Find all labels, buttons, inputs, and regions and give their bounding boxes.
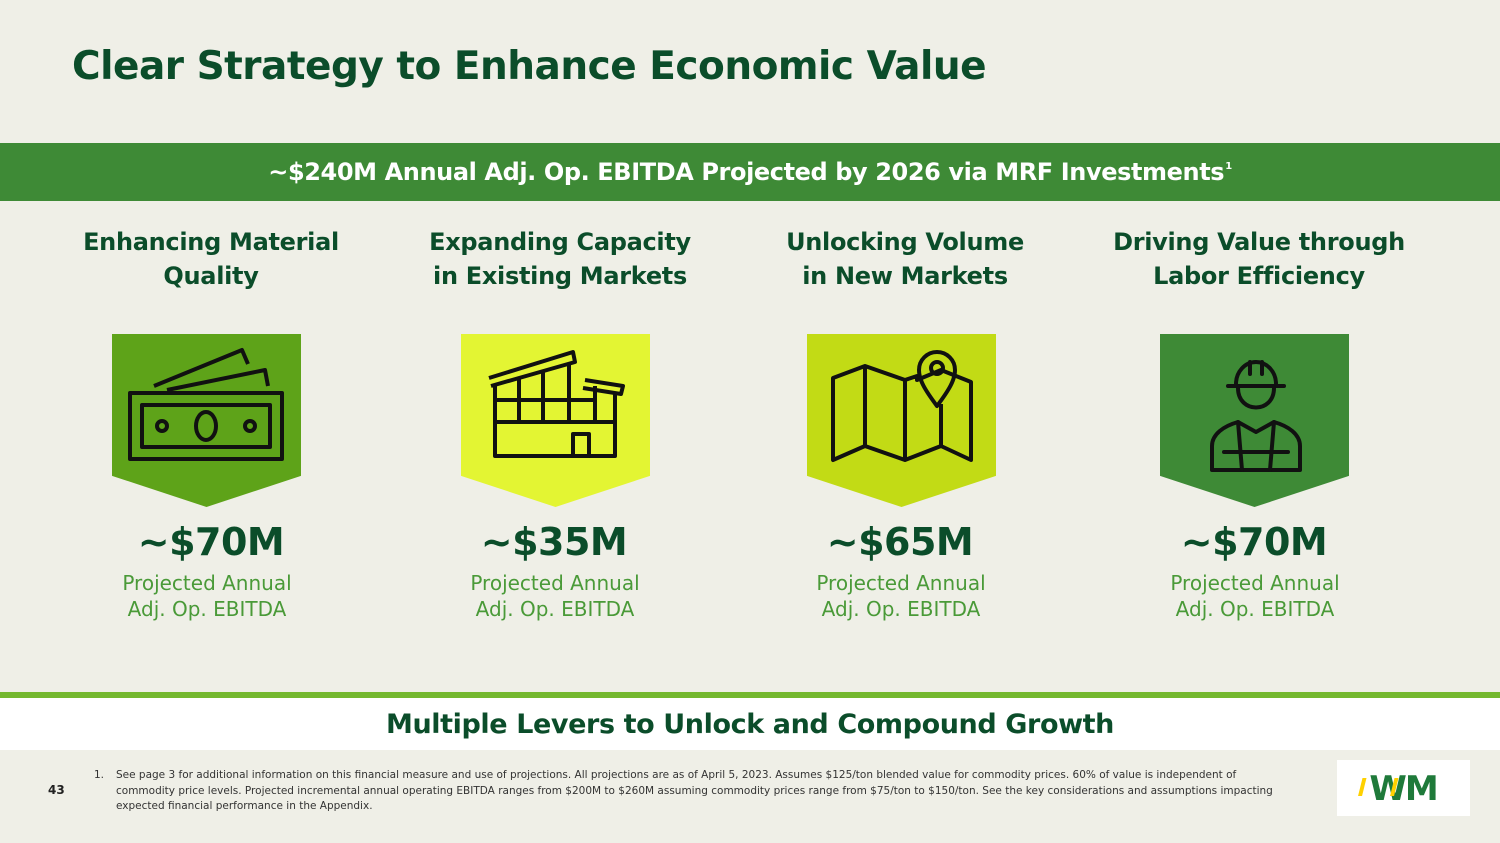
lever-heading: Unlocking Volume in New Markets (735, 225, 1075, 295)
worker-icon (1210, 360, 1302, 472)
divider-rule (0, 692, 1500, 698)
lever-heading-line2: in New Markets (802, 262, 1008, 290)
lever-heading-line1: Expanding Capacity (429, 228, 691, 256)
cash-shield (112, 334, 301, 507)
lever-value: ~$35M (480, 520, 628, 564)
lever-desc-line1: Projected Annual (470, 571, 640, 595)
lever-description: Projected Annual Adj. Op. EBITDA (37, 570, 377, 622)
banner-text: ~$240M Annual Adj. Op. EBITDA Projected … (268, 158, 1225, 186)
footnote-text: See page 3 for additional information on… (116, 769, 1273, 812)
lever-desc-line1: Projected Annual (816, 571, 986, 595)
lever-description: Projected Annual Adj. Op. EBITDA (1085, 570, 1425, 622)
lever-heading: Enhancing Material Quality (41, 225, 381, 295)
wm-logo-letters: WM (1369, 769, 1436, 809)
footnote-marker: 1. (94, 769, 105, 781)
page-title: Clear Strategy to Enhance Economic Value (72, 44, 987, 89)
map-pin-icon (831, 350, 973, 462)
lever-heading-line2: Labor Efficiency (1153, 262, 1365, 290)
building-icon (488, 350, 625, 458)
footnote: 1. See page 3 for additional information… (94, 768, 1274, 815)
page-number: 43 (48, 783, 65, 797)
lever-desc-line1: Projected Annual (122, 571, 292, 595)
lever-heading-line1: Enhancing Material (83, 228, 339, 256)
lever-desc-line2: Adj. Op. EBITDA (475, 597, 635, 621)
ebitda-banner: ~$240M Annual Adj. Op. EBITDA Projected … (0, 143, 1500, 201)
map-shield (807, 334, 996, 507)
lever-material-quality: Enhancing Material Quality (41, 225, 381, 295)
lever-value: ~$70M (1180, 520, 1328, 564)
wm-logo: WM (1337, 760, 1470, 816)
banner-footnote-ref: 1 (1225, 160, 1232, 172)
lever-desc-line2: Adj. Op. EBITDA (821, 597, 981, 621)
lever-new-markets: Unlocking Volume in New Markets (735, 225, 1075, 295)
lever-desc-line2: Adj. Op. EBITDA (127, 597, 287, 621)
lever-desc-line1: Projected Annual (1170, 571, 1340, 595)
lever-description: Projected Annual Adj. Op. EBITDA (385, 570, 725, 622)
wm-logo-mark: WM (1358, 769, 1439, 809)
lever-labor-efficiency: Driving Value through Labor Efficiency (1089, 225, 1429, 295)
lever-heading-line2: Quality (163, 262, 259, 290)
lever-heading-line1: Unlocking Volume (786, 228, 1024, 256)
lever-description: Projected Annual Adj. Op. EBITDA (731, 570, 1071, 622)
lever-value: ~$65M (826, 520, 974, 564)
growth-band: Multiple Levers to Unlock and Compound G… (0, 698, 1500, 750)
worker-shield (1160, 334, 1349, 507)
growth-band-text: Multiple Levers to Unlock and Compound G… (386, 708, 1114, 740)
lever-existing-markets: Expanding Capacity in Existing Markets (390, 225, 730, 295)
lever-heading: Expanding Capacity in Existing Markets (390, 225, 730, 295)
lever-heading-line1: Driving Value through (1113, 228, 1405, 256)
lever-heading: Driving Value through Labor Efficiency (1089, 225, 1429, 295)
lever-heading-line2: in Existing Markets (433, 262, 687, 290)
cash-icon (128, 348, 284, 461)
lever-desc-line2: Adj. Op. EBITDA (1175, 597, 1335, 621)
building-shield (461, 334, 650, 507)
lever-value: ~$70M (137, 520, 285, 564)
